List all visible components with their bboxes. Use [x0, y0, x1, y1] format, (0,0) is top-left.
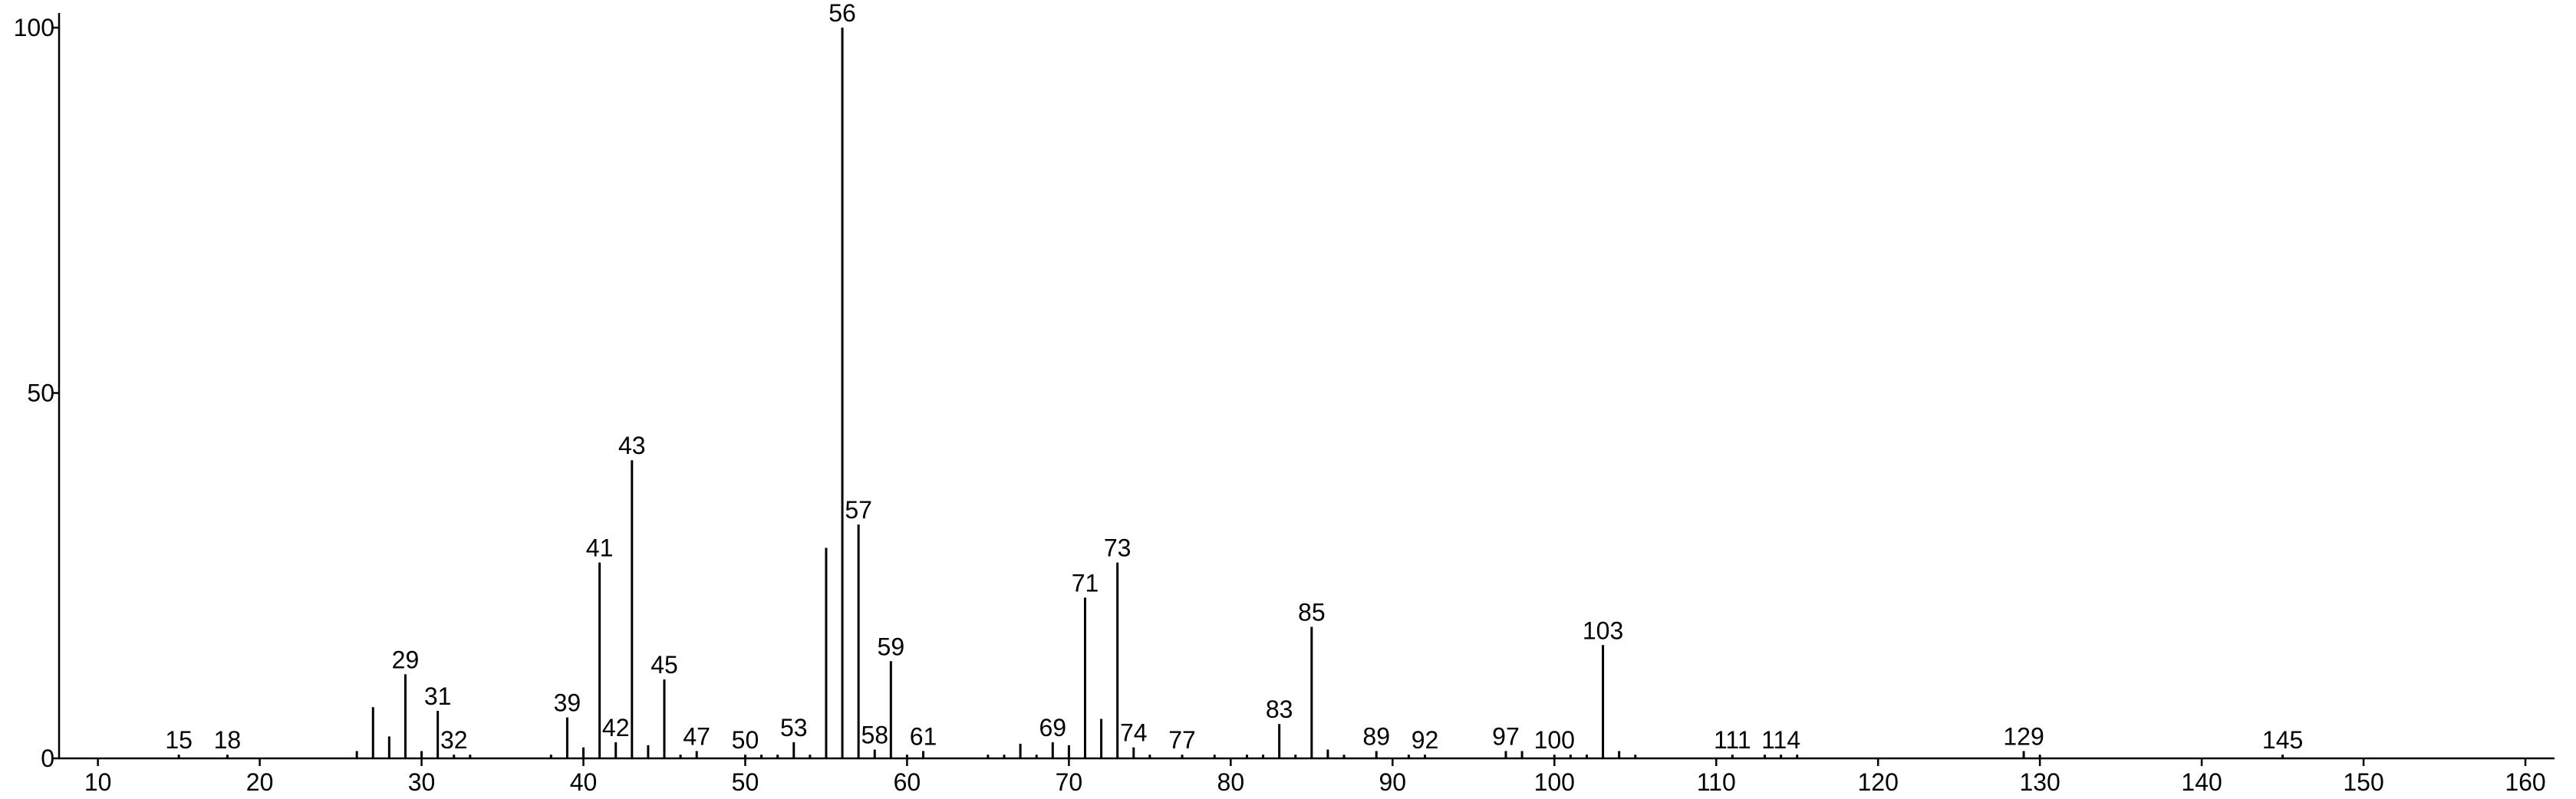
peak-label: 53 — [780, 714, 808, 741]
peak-label: 29 — [392, 646, 420, 673]
peak-label: 45 — [651, 651, 678, 679]
peak-label: 31 — [424, 682, 452, 710]
x-tick-label: 50 — [732, 768, 759, 796]
x-tick-label: 140 — [2181, 768, 2222, 796]
peak-label: 39 — [554, 689, 581, 717]
x-tick-label: 70 — [1056, 768, 1083, 796]
x-tick-label: 40 — [570, 768, 598, 796]
peak-label: 97 — [1492, 722, 1520, 750]
peak-label: 129 — [2003, 722, 2044, 750]
x-tick-label: 90 — [1379, 768, 1407, 796]
y-tick-label: 100 — [14, 14, 54, 41]
peak-label: 57 — [845, 496, 872, 524]
peak-label: 43 — [618, 432, 646, 459]
x-tick-label: 80 — [1217, 768, 1245, 796]
x-tick-label: 100 — [1534, 768, 1575, 796]
x-tick-label: 150 — [2343, 768, 2383, 796]
x-tick-label: 30 — [408, 768, 436, 796]
peak-label: 83 — [1266, 695, 1293, 723]
y-tick-label: 0 — [41, 745, 54, 772]
peak-label: 77 — [1168, 726, 1196, 754]
peak-label: 32 — [440, 726, 468, 754]
peak-label: 61 — [910, 722, 937, 750]
peak-label: 47 — [683, 722, 710, 750]
peak-label: 69 — [1039, 714, 1066, 741]
peak-label: 58 — [861, 722, 888, 749]
peak-label: 59 — [878, 633, 905, 660]
x-tick-label: 10 — [84, 768, 112, 796]
peak-label: 100 — [1534, 726, 1575, 754]
peak-label: 73 — [1104, 534, 1132, 562]
peak-label: 103 — [1583, 617, 1623, 644]
peak-label: 114 — [1761, 726, 1800, 754]
peak-label: 85 — [1298, 598, 1326, 626]
peak-label: 145 — [2262, 726, 2303, 754]
x-tick-label: 60 — [894, 768, 921, 796]
x-tick-label: 120 — [1857, 768, 1898, 796]
peak-label: 89 — [1362, 722, 1390, 750]
y-tick-label: 50 — [27, 380, 54, 407]
x-tick-label: 130 — [2019, 768, 2060, 796]
peak-label: 111 — [1714, 726, 1751, 754]
peak-label: 50 — [732, 726, 759, 754]
peak-label: 56 — [828, 0, 856, 27]
x-tick-label: 160 — [2505, 768, 2545, 796]
x-tick-label: 20 — [246, 768, 274, 796]
peak-label: 15 — [165, 726, 193, 754]
peak-label: 18 — [214, 726, 242, 754]
peak-label: 41 — [586, 534, 614, 562]
peak-label: 92 — [1412, 726, 1439, 754]
x-tick-label: 110 — [1697, 768, 1736, 796]
peak-label: 42 — [602, 714, 630, 741]
peak-label: 74 — [1120, 719, 1148, 747]
peak-label: 71 — [1072, 569, 1099, 597]
